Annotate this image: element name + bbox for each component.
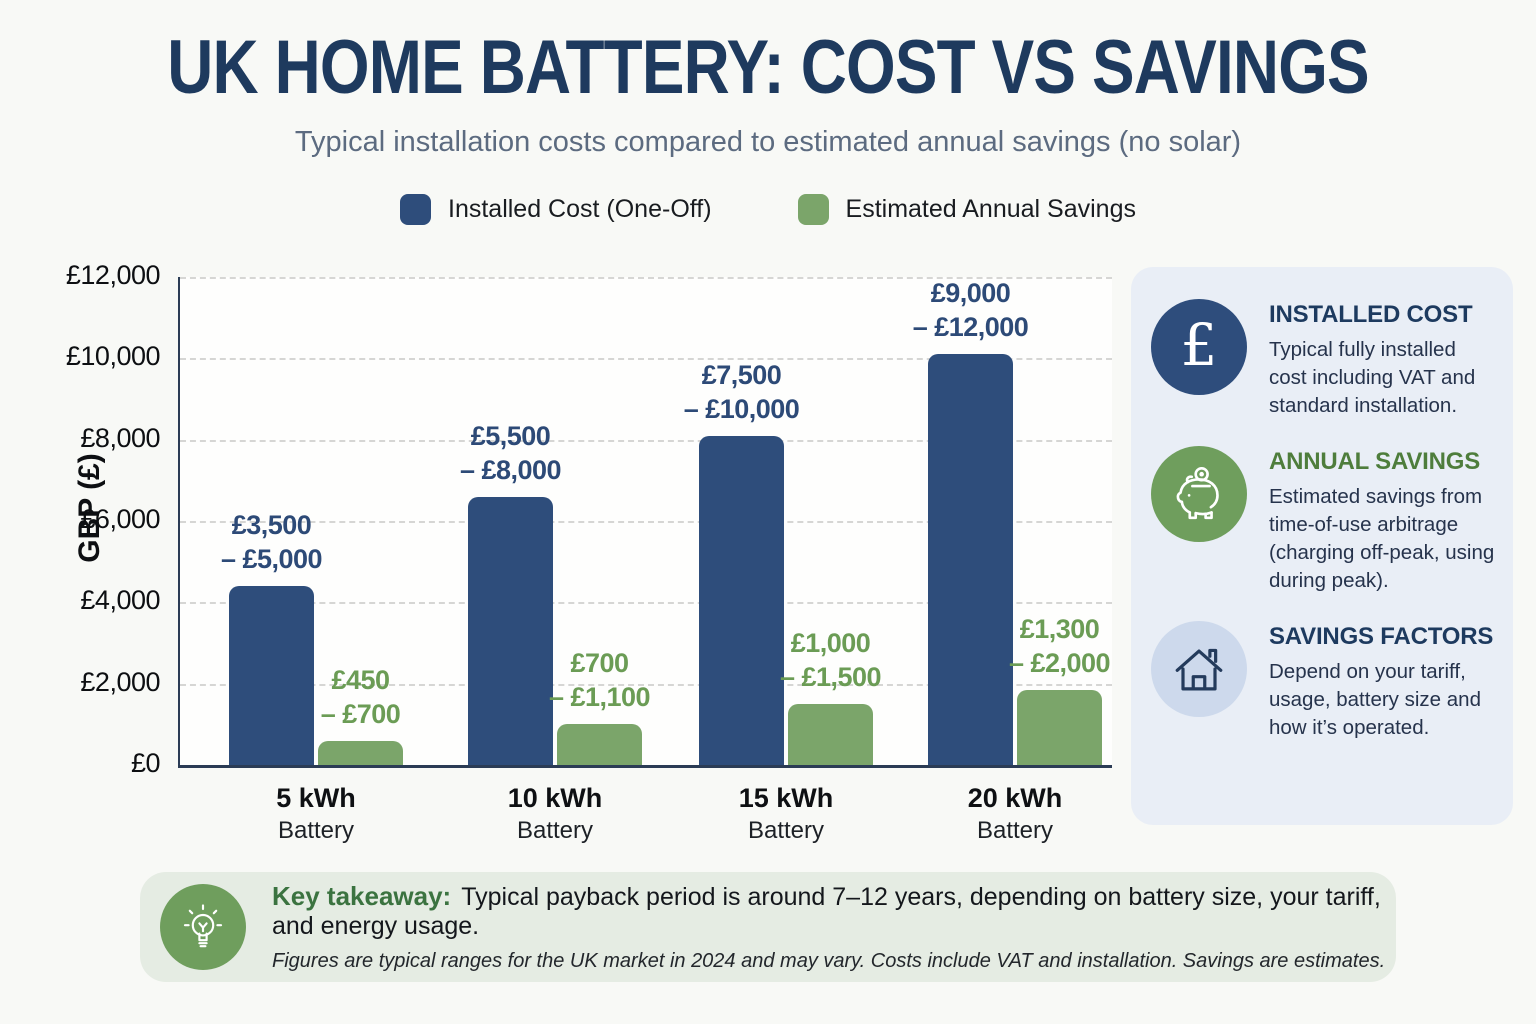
x-axis-category: 10 kWh Battery bbox=[507, 783, 603, 844]
cost-bar bbox=[229, 586, 314, 765]
card-heading: INSTALLED COST bbox=[1269, 301, 1473, 328]
savings-bar bbox=[1017, 689, 1102, 765]
savings-bar bbox=[557, 724, 642, 765]
takeaway-text: Typical payback period is around 7–12 ye… bbox=[272, 883, 1381, 940]
y-axis-tick: £2,000 bbox=[80, 666, 160, 697]
gridline bbox=[180, 602, 1112, 605]
cost-bar bbox=[928, 354, 1013, 765]
legend-item-installed-cost: Installed Cost (One-Off) bbox=[400, 194, 712, 225]
y-axis-tick: £0 bbox=[130, 748, 161, 778]
x-axis-category: 5 kWh Battery bbox=[276, 783, 356, 844]
y-axis-tick: £6,000 bbox=[80, 504, 160, 534]
savings-swatch-icon bbox=[797, 194, 829, 225]
x-axis-category: 15 kWh Battery bbox=[738, 783, 834, 844]
house-icon bbox=[1151, 621, 1247, 717]
chart-legend: Installed Cost (One-Off) Estimated Annua… bbox=[0, 194, 1536, 225]
info-sidebar: £ INSTALLED COST Typical fully installed… bbox=[1131, 267, 1513, 825]
y-axis-tick: £8,000 bbox=[80, 422, 160, 453]
cost-range-label: £5,500– £8,000 bbox=[459, 420, 562, 485]
legend-label: Installed Cost (One-Off) bbox=[448, 195, 712, 223]
pound-icon: £ bbox=[1151, 299, 1247, 395]
card-body: Estimated savings from time-of-use arbit… bbox=[1269, 485, 1495, 592]
card-savings-factors: SAVINGS FACTORS Depend on your tariff, u… bbox=[1151, 621, 1493, 742]
gridline bbox=[180, 277, 1112, 279]
page-title: UK HOME BATTERY: COST VS SAVINGS bbox=[167, 25, 1369, 110]
cost-range-label: £3,500– £5,000 bbox=[220, 510, 323, 575]
lightbulb-icon bbox=[160, 884, 246, 970]
savings-range-label: £700– £1,100 bbox=[548, 648, 651, 713]
cost-swatch-icon bbox=[400, 194, 431, 225]
y-axis-tick: £12,000 bbox=[65, 260, 161, 290]
y-axis-tick: £4,000 bbox=[80, 585, 160, 616]
card-heading: ANNUAL SAVINGS bbox=[1269, 448, 1480, 475]
card-heading: SAVINGS FACTORS bbox=[1269, 623, 1494, 650]
savings-bar bbox=[318, 740, 403, 765]
gridline bbox=[180, 358, 1112, 361]
gridline bbox=[180, 683, 1112, 686]
x-axis-category: 20 kWh Battery bbox=[967, 783, 1063, 844]
card-installed-cost: £ INSTALLED COST Typical fully installed… bbox=[1151, 299, 1493, 420]
legend-label: Estimated Annual Savings bbox=[845, 195, 1136, 223]
gridline bbox=[180, 439, 1112, 442]
savings-range-label: £450– £700 bbox=[320, 664, 401, 729]
gridline bbox=[180, 521, 1112, 523]
cost-bar bbox=[699, 435, 784, 765]
plot-area: £0 £2,000 £4,000 £6,000 £8,000 £10,000 £12,000… bbox=[66, 260, 1112, 844]
card-annual-savings: ANNUAL SAVINGS Estimated savings from ti… bbox=[1151, 446, 1494, 595]
piggy-bank-icon bbox=[1151, 446, 1247, 542]
takeaway-label: Key takeaway: bbox=[272, 881, 452, 911]
page-subtitle: Typical installation costs compared to e… bbox=[294, 126, 1242, 158]
savings-range-label: £1,300– £2,000 bbox=[1008, 613, 1111, 678]
key-takeaway-banner: Key takeaway: Typical payback period is a… bbox=[140, 872, 1396, 982]
card-body: Typical fully installed cost including V… bbox=[1269, 338, 1476, 417]
savings-bar bbox=[788, 704, 873, 765]
card-body: Depend on your tariff, usage, battery si… bbox=[1269, 660, 1481, 739]
cost-bar bbox=[468, 496, 553, 765]
y-axis-tick: £10,000 bbox=[65, 341, 161, 372]
takeaway-footnote: Figures are typical ranges for the UK ma… bbox=[272, 950, 1386, 972]
bar-chart: GBP (£) £0 £2,000 £4,000 £6,000 £8,000 £10,00… bbox=[66, 260, 1112, 844]
cost-range-label: £9,000– £12,000 bbox=[912, 278, 1029, 343]
legend-item-annual-savings: Estimated Annual Savings bbox=[797, 194, 1136, 225]
cost-range-label: £7,500– £10,000 bbox=[683, 359, 800, 424]
savings-range-label: £1,000– £1,500 bbox=[779, 628, 882, 692]
